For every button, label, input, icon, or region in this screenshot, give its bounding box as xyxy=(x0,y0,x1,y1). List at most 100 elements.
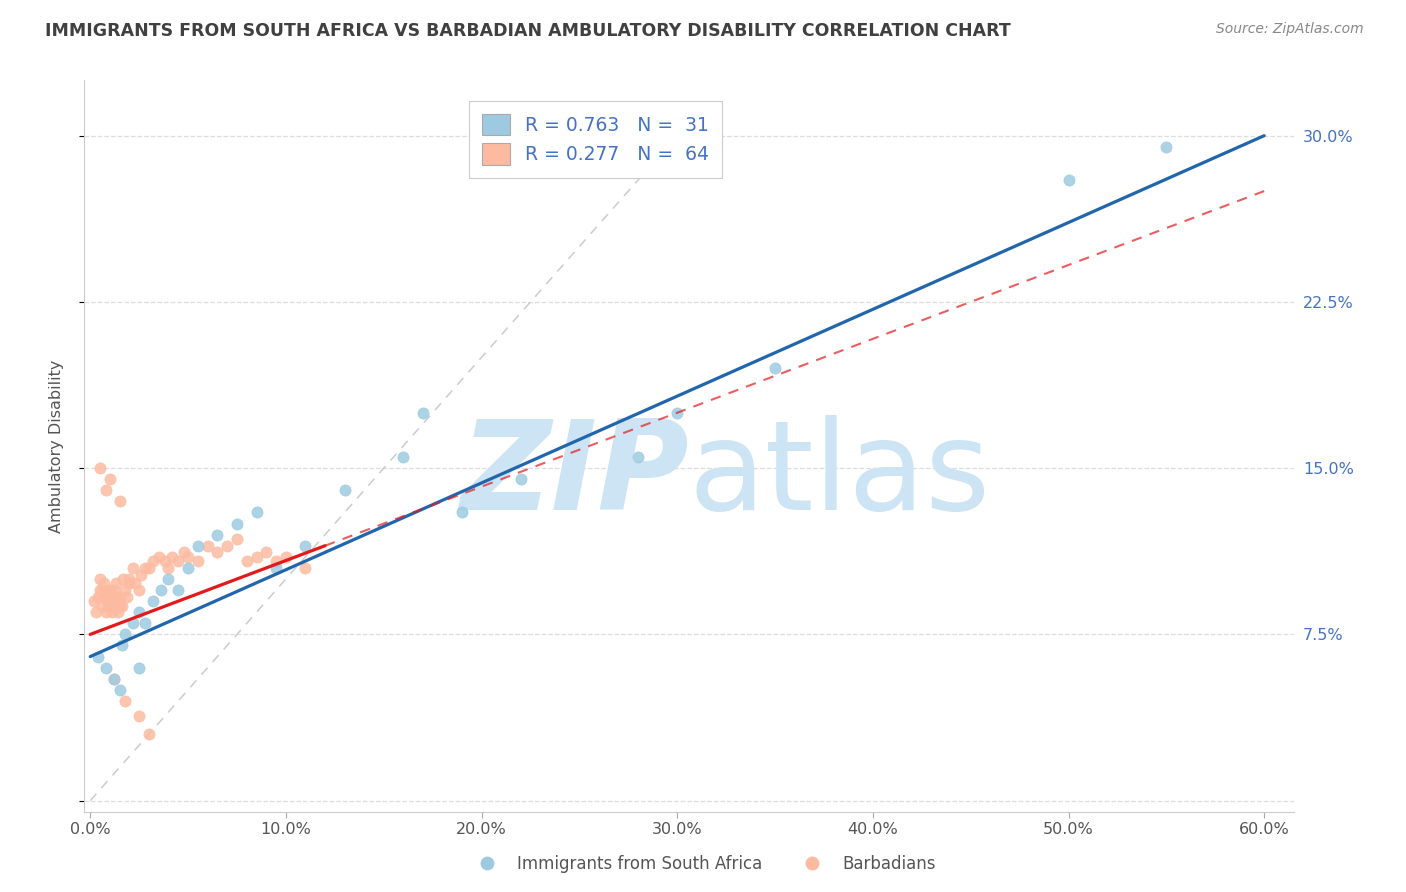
Point xyxy=(197,539,219,553)
Point xyxy=(245,506,267,520)
Point xyxy=(104,576,127,591)
Point xyxy=(108,590,131,604)
Point xyxy=(103,672,125,686)
Point xyxy=(128,709,150,723)
Text: ZIP: ZIP xyxy=(460,415,689,536)
Point xyxy=(91,583,114,598)
Point xyxy=(128,583,150,598)
Point xyxy=(122,616,145,631)
Point xyxy=(412,406,434,420)
Point xyxy=(104,590,127,604)
Point xyxy=(98,583,121,598)
Point xyxy=(207,545,229,559)
Text: atlas: atlas xyxy=(689,415,991,536)
Point xyxy=(187,554,209,568)
Text: IMMIGRANTS FROM SOUTH AFRICA VS BARBADIAN AMBULATORY DISABILITY CORRELATION CHAR: IMMIGRANTS FROM SOUTH AFRICA VS BARBADIA… xyxy=(45,22,1011,40)
Point xyxy=(97,599,120,613)
Point xyxy=(110,639,132,653)
Point xyxy=(167,554,190,568)
Point xyxy=(254,545,277,559)
Point xyxy=(149,583,172,598)
Point xyxy=(87,649,110,664)
Point xyxy=(236,554,259,568)
Point xyxy=(112,572,135,586)
Point xyxy=(294,561,316,575)
Point xyxy=(117,590,139,604)
Point xyxy=(134,561,156,575)
Point xyxy=(138,561,160,575)
Point xyxy=(103,672,125,686)
Text: Source: ZipAtlas.com: Source: ZipAtlas.com xyxy=(1216,22,1364,37)
Point xyxy=(226,516,249,531)
Point xyxy=(107,605,129,619)
Point xyxy=(763,361,786,376)
Point xyxy=(89,461,111,475)
Point xyxy=(264,554,287,568)
Point xyxy=(98,472,121,486)
Point xyxy=(226,532,249,546)
Point xyxy=(666,406,689,420)
Point xyxy=(162,549,184,564)
Point xyxy=(187,539,209,553)
Point xyxy=(94,483,117,498)
Point xyxy=(153,554,176,568)
Point xyxy=(103,599,125,613)
Point xyxy=(103,583,125,598)
Point xyxy=(157,572,180,586)
Point xyxy=(91,599,114,613)
Point xyxy=(264,561,287,575)
Point xyxy=(148,549,170,564)
Point xyxy=(128,605,150,619)
Point xyxy=(134,616,156,631)
Point xyxy=(142,554,165,568)
Point xyxy=(107,594,129,608)
Point xyxy=(509,472,531,486)
Point xyxy=(217,539,239,553)
Point xyxy=(108,599,131,613)
Point xyxy=(173,545,195,559)
Point xyxy=(87,590,110,604)
Point xyxy=(392,450,415,464)
Point xyxy=(98,594,121,608)
Point xyxy=(118,572,141,586)
Point xyxy=(138,727,160,741)
Y-axis label: Ambulatory Disability: Ambulatory Disability xyxy=(49,359,63,533)
Point xyxy=(274,549,297,564)
Point xyxy=(100,590,122,604)
Point xyxy=(333,483,356,498)
Point xyxy=(128,660,150,674)
Point xyxy=(129,567,152,582)
Point xyxy=(1057,173,1080,187)
Point xyxy=(93,576,115,591)
Point xyxy=(294,539,316,553)
Point xyxy=(84,605,107,619)
Legend: Immigrants from South Africa, Barbadians: Immigrants from South Africa, Barbadians xyxy=(464,848,942,880)
Point xyxy=(114,583,136,598)
Legend: R = 0.763   N =  31, R = 0.277   N =  64: R = 0.763 N = 31, R = 0.277 N = 64 xyxy=(468,101,721,178)
Point xyxy=(89,572,111,586)
Point xyxy=(100,605,122,619)
Point xyxy=(114,694,136,708)
Point xyxy=(94,583,117,598)
Point xyxy=(167,583,190,598)
Point xyxy=(177,561,200,575)
Point xyxy=(207,527,229,541)
Point xyxy=(124,576,146,591)
Point xyxy=(97,590,120,604)
Point xyxy=(451,506,474,520)
Point xyxy=(627,450,650,464)
Point xyxy=(93,590,115,604)
Point xyxy=(83,594,105,608)
Point xyxy=(245,549,267,564)
Point xyxy=(108,682,131,697)
Point xyxy=(110,599,132,613)
Point xyxy=(94,605,117,619)
Point xyxy=(89,583,111,598)
Point xyxy=(94,660,117,674)
Point xyxy=(114,627,136,641)
Point xyxy=(177,549,200,564)
Point xyxy=(157,561,180,575)
Point xyxy=(118,576,141,591)
Point xyxy=(142,594,165,608)
Point xyxy=(108,494,131,508)
